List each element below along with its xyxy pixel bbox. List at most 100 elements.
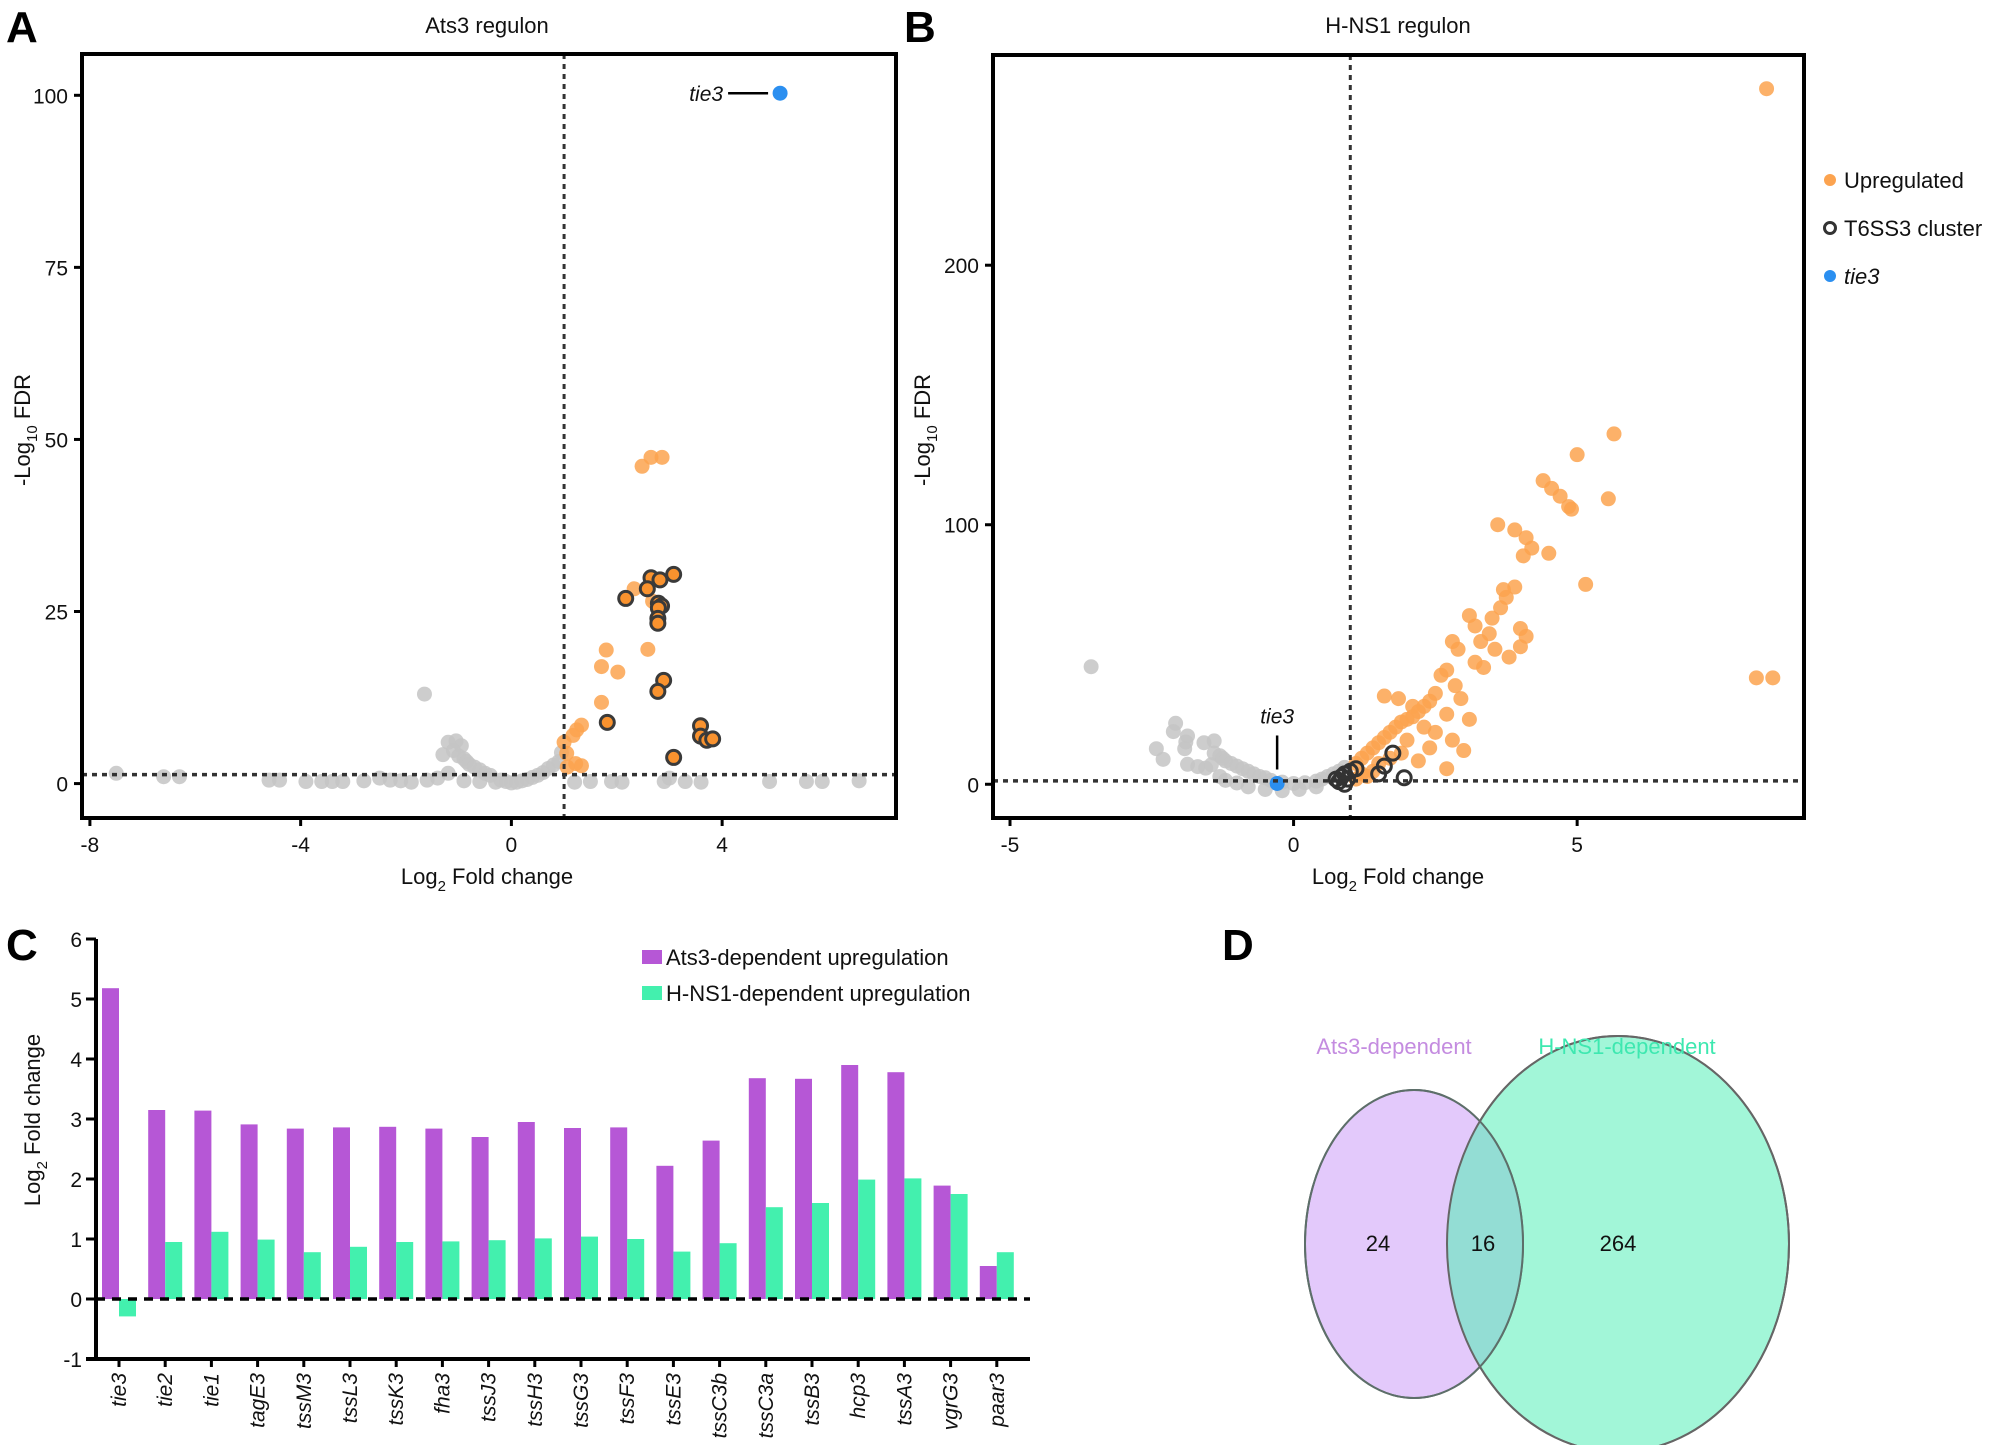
gray-point (335, 774, 351, 790)
y-label-main: -Log (10, 442, 35, 486)
legend-label: H-NS1-dependent upregulation (666, 981, 971, 1006)
y-tick-label: -1 (63, 1349, 82, 1372)
upregulated-point (1427, 724, 1443, 740)
annotation-label: tie3 (689, 83, 723, 106)
y-axis-label: -Log10 FDR (910, 374, 941, 486)
gray-point (661, 770, 677, 786)
y-tick-label: 4 (70, 1049, 82, 1072)
upregulated-point (640, 641, 656, 657)
bar-hns1 (627, 1239, 645, 1299)
tie3-point (772, 85, 788, 101)
plot-border (991, 53, 1806, 820)
bar-ats3 (286, 1128, 304, 1299)
gray-point (798, 774, 814, 790)
t6ss3-point (598, 713, 616, 731)
y-tick-label: 2 (70, 1169, 82, 1192)
plot-frame (80, 52, 898, 820)
gray-point (472, 774, 488, 790)
gray-point (314, 774, 330, 790)
points-layer (993, 55, 1804, 818)
gray-point (1083, 659, 1099, 675)
y-tick-label: 0 (56, 774, 68, 797)
upregulated-point (1748, 670, 1764, 686)
y-label-main: -Log (910, 442, 935, 486)
bar-hns1 (581, 1236, 598, 1299)
upregulated-point (1444, 732, 1460, 748)
upregulated-point (593, 659, 609, 675)
gray-point (1177, 741, 1193, 757)
upregulated-point (1439, 706, 1455, 722)
gray-point (1165, 724, 1181, 740)
upregulated-point (654, 449, 670, 465)
category-label: tssC3b (709, 1373, 732, 1439)
t6ss3-point (649, 682, 667, 700)
gray-point (1240, 779, 1256, 795)
category-label: tssE3 (662, 1373, 685, 1426)
bar-hns1 (534, 1238, 552, 1299)
t6ss3-point (617, 589, 635, 607)
bar-hns1 (488, 1240, 506, 1299)
legend-label: Upregulated (1844, 168, 1964, 193)
gray-point (298, 774, 314, 790)
upregulated-point (1512, 639, 1528, 655)
y-tick-label: 6 (70, 929, 82, 952)
bar-hns1 (211, 1231, 229, 1299)
x-label-main: Log (401, 864, 438, 889)
category-label: tssJ3 (478, 1373, 501, 1422)
gray-point (582, 774, 598, 790)
category-label: paar3 (986, 1373, 1009, 1428)
upregulated-point (1515, 548, 1531, 564)
category-label: tssL3 (339, 1373, 362, 1424)
category-label: hcp3 (847, 1373, 870, 1419)
venn-count-intersection: 16 (1471, 1231, 1495, 1256)
venn-intersection (1447, 1090, 1523, 1398)
gray-point (419, 772, 435, 788)
upregulated-point (1416, 719, 1432, 735)
upregulated-point (1481, 626, 1497, 642)
legend: Upregulated T6SS3 cluster tie3 (1823, 168, 1982, 289)
bar-ats3 (148, 1110, 166, 1299)
plot-title: H-NS1 regulon (1325, 13, 1471, 38)
t6ss3-point (638, 580, 656, 598)
tie3-annotation: tie3 (689, 83, 769, 106)
gray-point (324, 774, 340, 790)
volcano-plot-ats3: Ats3 regulon -8 -4 0 4 0 25 50 75 100 -Log10 FDR… (10, 13, 898, 895)
x-tick-label: 5 (1571, 834, 1583, 857)
panel-letter-d: D (1222, 921, 1254, 970)
upregulated-point (1410, 753, 1426, 769)
upregulated-point (1569, 447, 1585, 463)
legend-swatch (642, 986, 662, 1000)
axes (86, 939, 1030, 1361)
gray-point (851, 773, 867, 789)
upregulated-point (1391, 691, 1406, 707)
upregulated-point (1405, 698, 1421, 714)
upregulated-point (1490, 517, 1506, 533)
category-label: tie3 (108, 1373, 131, 1407)
panel-letter-c: C (6, 921, 38, 970)
bar-hns1 (442, 1241, 460, 1299)
y-tick-label: 3 (70, 1109, 82, 1132)
x-label-sub: 2 (1349, 878, 1357, 895)
bar-ats3 (564, 1128, 581, 1299)
upregulated-point (1501, 649, 1517, 665)
y-axis-label: Log2 Fold change (20, 1034, 51, 1206)
bar-ats3 (933, 1185, 951, 1299)
bar-hns1 (719, 1243, 737, 1299)
upregulated-point (1461, 711, 1477, 727)
plot-title: Ats3 regulon (425, 13, 549, 38)
bar-ats3 (379, 1126, 397, 1299)
upregulated-point (1444, 634, 1460, 650)
plot-border (80, 52, 898, 820)
category-label: tssC3a (755, 1373, 778, 1438)
plot-frame (991, 53, 1806, 820)
venn-diagram: Ats3-dependent H-NS1-dependent 24 16 264 (1304, 1034, 1790, 1445)
bar-ats3 (887, 1072, 905, 1299)
gray-point (1206, 733, 1222, 749)
t6ss3-point (1395, 769, 1413, 787)
upregulated-point (1578, 576, 1594, 592)
bar-ats3 (425, 1128, 443, 1299)
category-label: tssA3 (893, 1373, 916, 1426)
x-tick-label: 4 (716, 834, 728, 857)
